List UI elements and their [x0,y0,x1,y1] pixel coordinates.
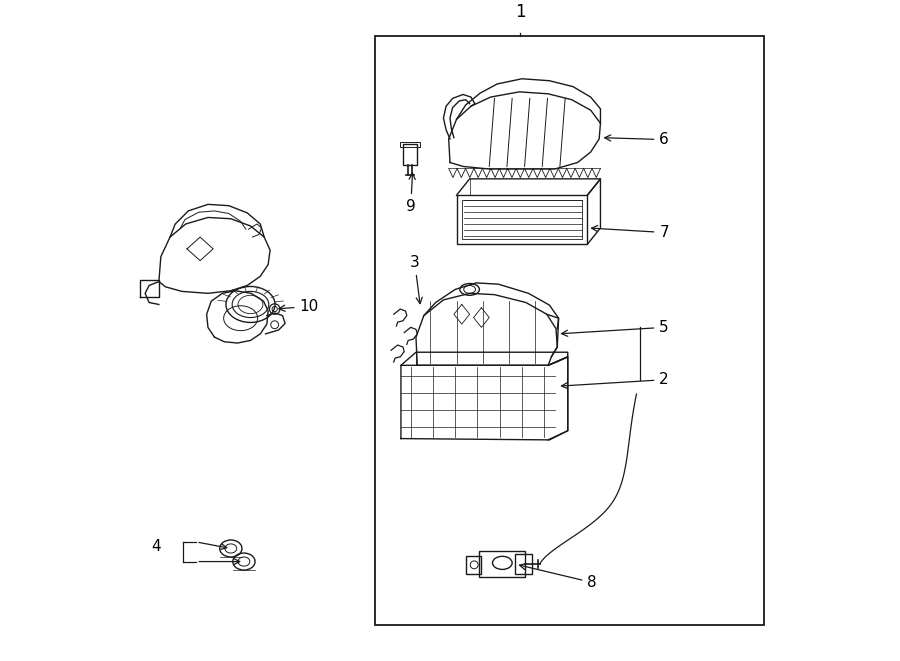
Bar [456,195,588,245]
Text: 5: 5 [562,320,669,336]
Bar [403,144,418,165]
Text: 1: 1 [515,3,526,21]
Text: 4: 4 [151,539,161,554]
Text: 8: 8 [519,564,597,590]
Text: 10: 10 [279,299,319,314]
Bar [466,556,481,574]
Bar [374,36,764,625]
Bar [516,555,532,574]
Text: 3: 3 [410,254,422,303]
Bar [400,141,420,147]
Text: 7: 7 [591,225,669,240]
Text: 2: 2 [562,372,669,389]
Bar [480,551,526,577]
Text: 9: 9 [406,173,416,214]
Bar [462,200,582,239]
Text: 6: 6 [605,132,669,147]
